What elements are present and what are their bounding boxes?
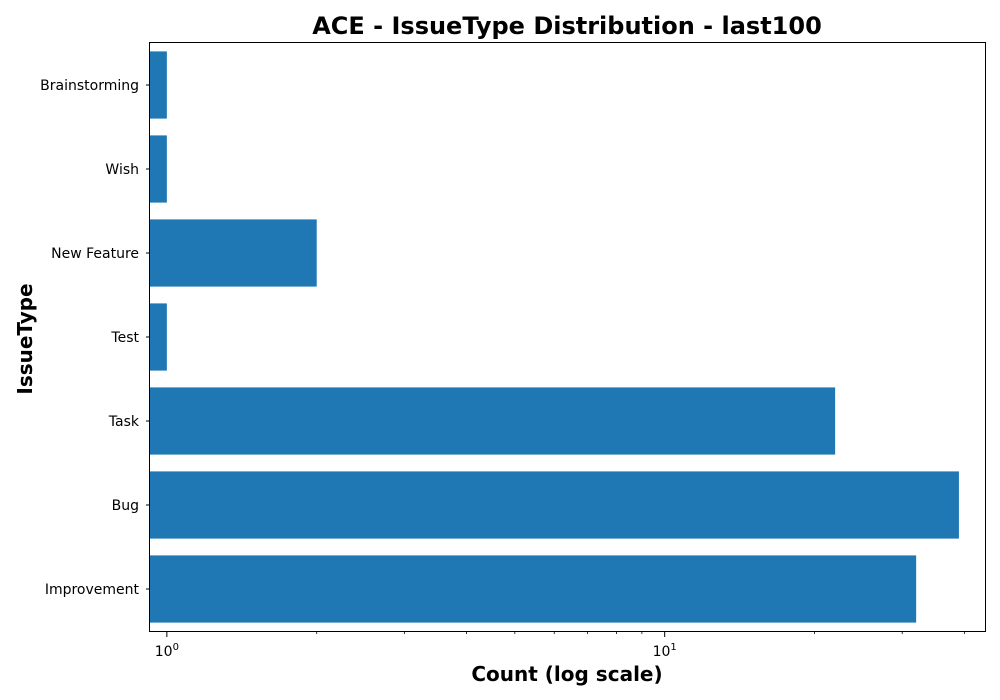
chart-title: ACE - IssueType Distribution - last100 (312, 12, 822, 40)
bars-group (150, 51, 959, 622)
bar-new-feature (150, 219, 317, 286)
y-axis: Improvement Bug Task Test New Feature Wish Bra… (40, 78, 150, 598)
y-tick-label-bug: Bug (112, 498, 139, 514)
bar-wish (150, 135, 167, 202)
x-tick-label: 101 (653, 642, 677, 660)
x-tick-label: 100 (155, 642, 179, 660)
bar-test (150, 303, 167, 370)
y-tick-label-improvement: Improvement (45, 582, 140, 598)
y-tick-label-brainstorming: Brainstorming (40, 78, 139, 94)
bar-improvement (150, 555, 916, 622)
y-tick-label-wish: Wish (105, 162, 139, 178)
y-axis-label: IssueType (13, 283, 37, 394)
bar-brainstorming (150, 51, 167, 118)
y-tick-label-task: Task (108, 414, 140, 430)
plot-frame (150, 43, 986, 632)
bar-task (150, 387, 835, 454)
y-tick-label-new-feature: New Feature (51, 246, 139, 262)
x-axis: 100 101 (155, 631, 965, 660)
y-tick-label-test: Test (110, 330, 139, 346)
bar-bug (150, 471, 959, 538)
x-axis-label: Count (log scale) (471, 662, 662, 686)
